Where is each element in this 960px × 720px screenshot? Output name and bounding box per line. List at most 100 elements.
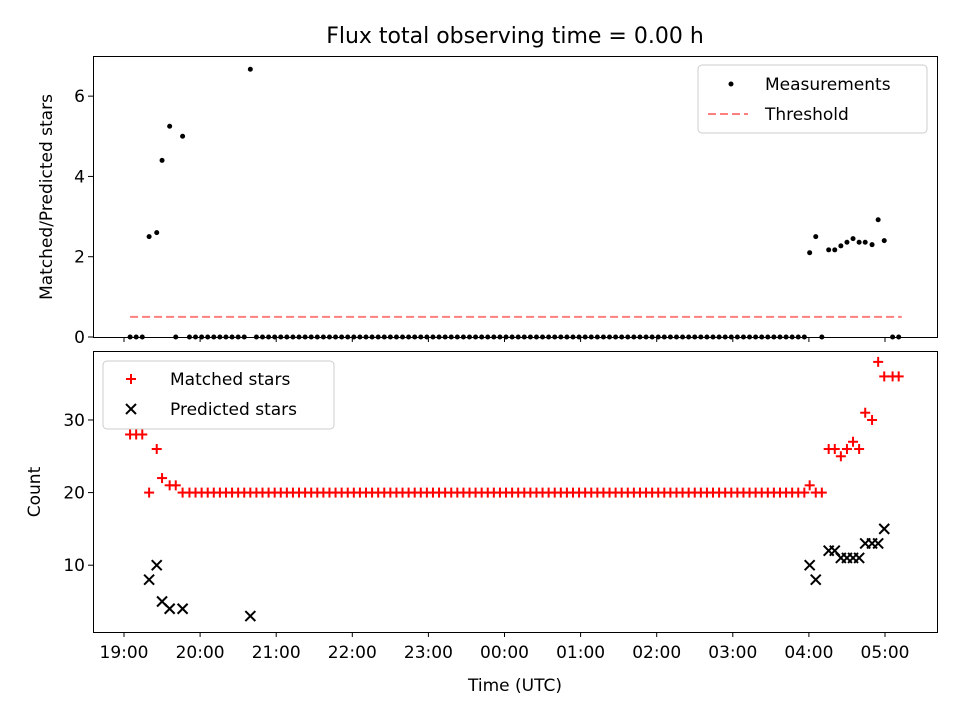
top-legend-box — [697, 64, 928, 134]
measurement-point — [850, 236, 856, 242]
bottom-legend: Matched stars Predicted stars — [102, 360, 335, 430]
matched-point — [835, 451, 846, 462]
cross-b — [143, 574, 155, 586]
matched-point — [170, 480, 181, 491]
cross-b — [176, 603, 189, 615]
predicted-point — [878, 523, 890, 535]
measurement-point — [167, 123, 173, 129]
matched-point — [860, 407, 871, 418]
measurement-point — [159, 157, 165, 163]
y-tick-label: 2 — [74, 248, 85, 268]
predicted-point — [151, 559, 163, 571]
x-tick-label: 23:00 — [404, 643, 453, 663]
bottom-panel: Count 10 20 30 19:00 20:00 21:00 22:00 23:00 00… — [25, 351, 938, 696]
matched-point — [157, 473, 168, 484]
measurement-point — [869, 242, 875, 248]
cross-b — [829, 544, 841, 557]
matched-point — [829, 444, 840, 455]
measurement-point — [838, 243, 844, 249]
matched-point — [841, 444, 852, 455]
top-panel: Matched/Predicted stars 0 2 4 6 Measurement… — [37, 56, 938, 348]
cross-b — [803, 559, 816, 571]
x-tick-label: 19:00 — [100, 643, 149, 663]
matched-point — [873, 356, 884, 367]
x-tick-label: 20:00 — [176, 643, 225, 663]
matched-point — [848, 436, 859, 447]
measurement-point — [844, 239, 850, 245]
bottom-y-ticks: 10 20 30 — [63, 411, 94, 576]
matched-point — [799, 487, 810, 498]
top-y-ticks: 0 2 4 6 — [74, 87, 94, 348]
matched-point — [867, 414, 878, 425]
predicted-point — [143, 574, 155, 586]
x-tick-label: 04:00 — [784, 643, 833, 663]
predicted-point — [810, 574, 822, 586]
top-axes-frame — [93, 56, 938, 338]
measurement-point — [862, 239, 868, 245]
matched-point — [137, 429, 148, 440]
y-tick-label: 30 — [63, 411, 85, 431]
matched-point — [854, 444, 865, 455]
cross-b — [872, 537, 884, 550]
measurement-point — [881, 238, 887, 244]
x-tick-label: 03:00 — [708, 643, 757, 663]
legend-predicted-marker — [125, 403, 137, 415]
x-tick-label: 00:00 — [480, 643, 529, 663]
y-tick-label: 0 — [74, 328, 85, 348]
legend-predicted-label: Predicted stars — [170, 400, 297, 420]
predicted-points — [143, 523, 890, 622]
measurement-point — [856, 239, 862, 245]
matched-point — [879, 371, 890, 382]
cross-b — [125, 403, 137, 415]
measurement-point — [813, 234, 819, 240]
y-tick-label: 20 — [63, 484, 85, 504]
measurement-point — [826, 247, 832, 253]
predicted-point — [853, 552, 865, 564]
y-tick-label: 10 — [63, 556, 85, 576]
measurement-point — [875, 217, 881, 223]
predicted-point — [244, 610, 257, 622]
cross-b — [151, 559, 163, 571]
cross-b — [878, 523, 890, 535]
cross-b — [244, 610, 257, 622]
predicted-point — [163, 603, 176, 615]
predicted-point — [176, 603, 189, 615]
measurement-point — [154, 230, 160, 236]
measurement-point — [247, 66, 253, 72]
y-tick-label: 4 — [74, 167, 85, 187]
measurement-point — [146, 234, 152, 240]
measurement-point — [832, 247, 838, 253]
legend-matched-label: Matched stars — [170, 370, 290, 390]
legend-matched-marker — [126, 374, 136, 384]
matched-point — [151, 444, 162, 455]
x-tick-label: 05:00 — [861, 643, 910, 663]
predicted-point — [872, 537, 884, 550]
legend-measurements-label: Measurements — [765, 75, 891, 95]
matched-point — [893, 371, 904, 382]
cross-b — [163, 603, 176, 615]
x-tick-label: 02:00 — [632, 643, 681, 663]
bottom-axes-frame — [93, 351, 938, 633]
y-tick-label: 6 — [74, 87, 85, 107]
cross-b — [853, 552, 865, 564]
x-tick-label: 22:00 — [328, 643, 377, 663]
top-legend: Measurements Threshold — [697, 64, 928, 134]
legend-threshold-label: Threshold — [764, 105, 849, 125]
cross-b — [810, 574, 822, 586]
x-axis-label: Time (UTC) — [467, 676, 562, 696]
matched-points — [125, 356, 904, 498]
top-ylabel: Matched/Predicted stars — [37, 94, 57, 300]
legend-cross — [125, 403, 137, 415]
measurement-point — [180, 133, 186, 139]
legend-measurements-marker — [728, 81, 734, 87]
bottom-ylabel: Count — [25, 466, 45, 517]
matched-point — [144, 487, 155, 498]
matched-point — [804, 480, 815, 491]
matched-point — [816, 487, 827, 498]
cross-b — [156, 595, 168, 608]
predicted-point — [803, 559, 816, 571]
chart-title: Flux total observing time = 0.00 h — [326, 24, 704, 49]
x-tick-label: 01:00 — [556, 643, 605, 663]
measurement-point — [807, 250, 813, 256]
